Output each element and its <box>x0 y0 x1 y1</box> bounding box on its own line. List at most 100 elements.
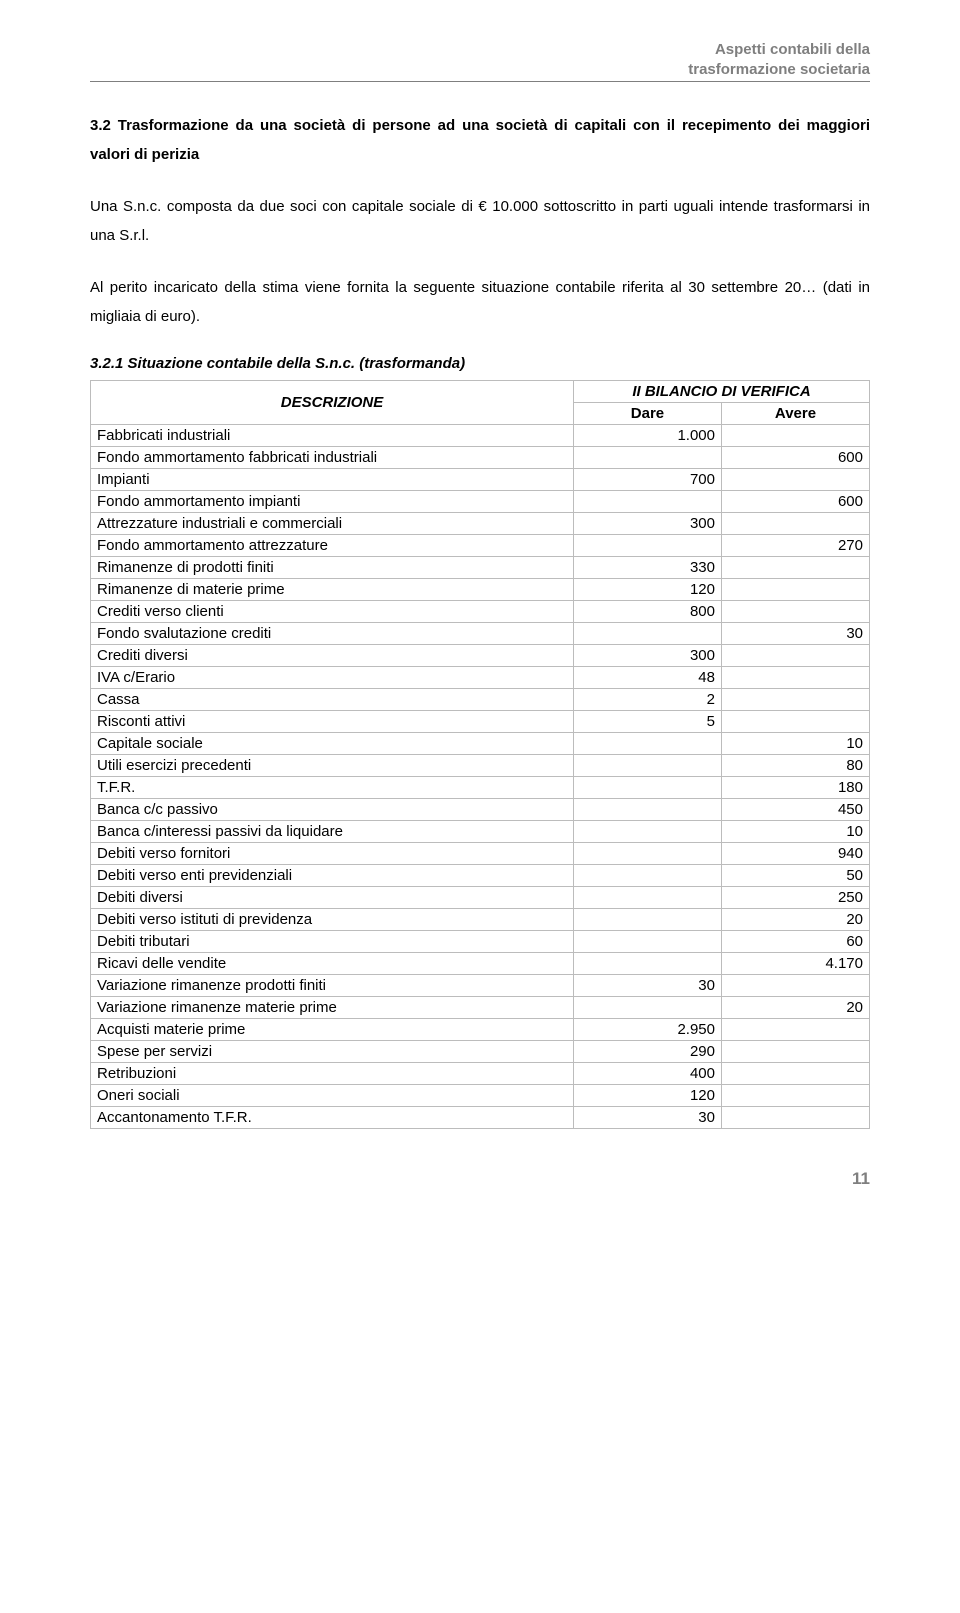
table-row: Banca c/c passivo450 <box>91 799 870 821</box>
table-body: Fabbricati industriali1.000Fondo ammorta… <box>91 425 870 1129</box>
table-row: Variazione rimanenze materie prime20 <box>91 997 870 1019</box>
row-dare <box>573 865 721 887</box>
table-row: Crediti diversi300 <box>91 645 870 667</box>
table-row: Debiti diversi 250 <box>91 887 870 909</box>
row-desc: Impianti <box>91 469 574 491</box>
row-avere <box>721 425 869 447</box>
table-row: Rimanenze di materie prime120 <box>91 579 870 601</box>
row-avere: 250 <box>721 887 869 909</box>
row-desc: Acquisti materie prime <box>91 1019 574 1041</box>
table-row: IVA c/Erario48 <box>91 667 870 689</box>
row-desc: Banca c/interessi passivi da liquidare <box>91 821 574 843</box>
row-desc: Crediti diversi <box>91 645 574 667</box>
table-row: Retribuzioni400 <box>91 1063 870 1085</box>
row-avere: 60 <box>721 931 869 953</box>
row-avere <box>721 513 869 535</box>
row-desc: Debiti tributari <box>91 931 574 953</box>
table-row: Debiti verso enti previdenziali50 <box>91 865 870 887</box>
table-row: Acquisti materie prime2.950 <box>91 1019 870 1041</box>
row-desc: Accantonamento T.F.R. <box>91 1107 574 1129</box>
row-desc: Variazione rimanenze materie prime <box>91 997 574 1019</box>
table-row: Rimanenze di prodotti finiti330 <box>91 557 870 579</box>
row-desc: Utili esercizi precedenti <box>91 755 574 777</box>
table-row: Utili esercizi precedenti 80 <box>91 755 870 777</box>
table-row: Oneri sociali120 <box>91 1085 870 1107</box>
row-desc: T.F.R. <box>91 777 574 799</box>
row-avere <box>721 1019 869 1041</box>
row-avere: 10 <box>721 733 869 755</box>
row-dare <box>573 755 721 777</box>
page-header: Aspetti contabili della trasformazione s… <box>90 40 870 82</box>
row-avere <box>721 1041 869 1063</box>
row-dare: 400 <box>573 1063 721 1085</box>
row-dare: 700 <box>573 469 721 491</box>
row-dare: 330 <box>573 557 721 579</box>
page-number: 11 <box>90 1169 870 1189</box>
row-avere <box>721 667 869 689</box>
row-dare <box>573 447 721 469</box>
row-avere <box>721 975 869 997</box>
table-title: 3.2.1 Situazione contabile della S.n.c. … <box>90 355 870 372</box>
row-desc: Fondo svalutazione crediti <box>91 623 574 645</box>
row-desc: Variazione rimanenze prodotti finiti <box>91 975 574 997</box>
section-title: 3.2 Trasformazione da una società di per… <box>90 117 870 163</box>
header-line1: Aspetti contabili della <box>715 41 870 58</box>
row-dare: 30 <box>573 975 721 997</box>
row-dare <box>573 491 721 513</box>
col-dare-header: Dare <box>573 403 721 425</box>
row-avere: 600 <box>721 491 869 513</box>
row-avere <box>721 557 869 579</box>
row-dare: 120 <box>573 579 721 601</box>
row-dare: 48 <box>573 667 721 689</box>
row-avere: 80 <box>721 755 869 777</box>
table-row: Debiti tributari 60 <box>91 931 870 953</box>
table-row: Debiti verso fornitori940 <box>91 843 870 865</box>
row-dare <box>573 799 721 821</box>
table-row: Capitale sociale10 <box>91 733 870 755</box>
row-dare <box>573 843 721 865</box>
row-desc: Crediti verso clienti <box>91 601 574 623</box>
table-row: Variazione rimanenze prodotti finiti30 <box>91 975 870 997</box>
col-super-header: II BILANCIO DI VERIFICA <box>573 381 869 403</box>
row-avere: 180 <box>721 777 869 799</box>
row-dare: 800 <box>573 601 721 623</box>
row-desc: Oneri sociali <box>91 1085 574 1107</box>
table-row: Accantonamento T.F.R.30 <box>91 1107 870 1129</box>
row-avere: 4.170 <box>721 953 869 975</box>
row-desc: Debiti diversi <box>91 887 574 909</box>
row-avere <box>721 711 869 733</box>
row-desc: Fondo ammortamento attrezzature <box>91 535 574 557</box>
row-dare: 5 <box>573 711 721 733</box>
row-desc: Debiti verso fornitori <box>91 843 574 865</box>
paragraph-1: Una S.n.c. composta da due soci con capi… <box>90 193 870 250</box>
table-row: Fondo ammortamento impianti600 <box>91 491 870 513</box>
row-avere <box>721 1085 869 1107</box>
row-dare <box>573 953 721 975</box>
row-dare: 30 <box>573 1107 721 1129</box>
table-row: Debiti verso istituti di previdenza20 <box>91 909 870 931</box>
header-line2: trasformazione societaria <box>688 61 870 78</box>
row-avere <box>721 645 869 667</box>
row-avere: 20 <box>721 909 869 931</box>
table-row: Fondo svalutazione crediti 30 <box>91 623 870 645</box>
row-desc: Ricavi delle vendite <box>91 953 574 975</box>
row-desc: Cassa <box>91 689 574 711</box>
row-avere: 30 <box>721 623 869 645</box>
row-dare <box>573 623 721 645</box>
table-row: T.F.R. 180 <box>91 777 870 799</box>
table-row: Fondo ammortamento attrezzature 270 <box>91 535 870 557</box>
row-dare <box>573 931 721 953</box>
table-row: Cassa2 <box>91 689 870 711</box>
row-dare: 300 <box>573 645 721 667</box>
row-dare: 300 <box>573 513 721 535</box>
row-dare: 2 <box>573 689 721 711</box>
row-dare <box>573 733 721 755</box>
row-avere: 270 <box>721 535 869 557</box>
row-avere: 50 <box>721 865 869 887</box>
row-dare <box>573 821 721 843</box>
table-row: Banca c/interessi passivi da liquidare 10 <box>91 821 870 843</box>
row-avere <box>721 601 869 623</box>
table-row: Risconti attivi5 <box>91 711 870 733</box>
row-avere: 10 <box>721 821 869 843</box>
row-desc: Fondo ammortamento fabbricati industrial… <box>91 447 574 469</box>
